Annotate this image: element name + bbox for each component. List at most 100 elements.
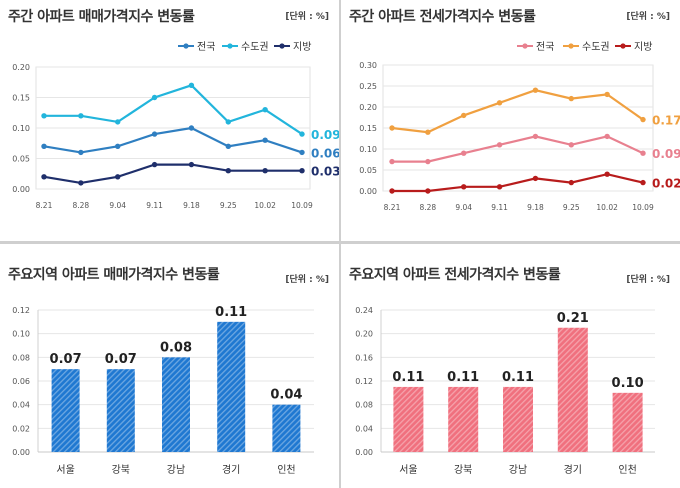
chart-title: 주요지역 아파트 매매가격지수 변동률	[8, 267, 220, 283]
data-point	[262, 168, 268, 174]
jeonse-region-chart: 0.24 0.20 0.16 0.12 0.08 0.04 0.00 0.11 서울 0.11 강북…	[355, 306, 655, 476]
series-line-수도권	[44, 84, 303, 136]
y-tick-label: 0.10	[359, 145, 377, 154]
bar-value-label: 0.07	[105, 352, 137, 367]
data-point	[188, 82, 195, 89]
data-point	[188, 161, 195, 168]
series-line-지방	[392, 173, 644, 193]
data-point	[299, 168, 305, 174]
x-tick-label: 서울	[399, 464, 417, 476]
series-line-지방	[43, 163, 302, 185]
sale-trend-panel: 주간 아파트 매매가격지수 변동률 [단위 : %] 0.20 0.15 0.10 0…	[0, 0, 339, 241]
data-point	[225, 168, 231, 174]
y-tick-label: 0.00	[12, 448, 30, 457]
data-point	[151, 131, 158, 137]
y-tick-label: 0.04	[12, 401, 30, 410]
x-tick-label: 서울	[56, 464, 74, 476]
data-point	[604, 171, 610, 177]
bar-value-label: 0.21	[557, 311, 589, 326]
y-tick-label: 0.25	[359, 82, 377, 91]
data-point	[496, 100, 503, 106]
vertical-divider	[339, 0, 341, 488]
y-tick-label: 0.10	[12, 124, 30, 133]
x-tick-label: 강북	[112, 464, 130, 476]
x-tick-label: 경기	[222, 463, 240, 476]
bar-value-label: 0.04	[270, 388, 302, 403]
legend-marker	[183, 43, 189, 49]
series-line-전국	[43, 126, 303, 154]
x-tick-label: 9.18	[527, 203, 544, 212]
data-point	[604, 133, 610, 140]
data-point	[41, 113, 47, 119]
unit-label: [단위 : %]	[285, 12, 329, 22]
y-tick-label: 0.05	[12, 155, 30, 164]
data-point	[225, 143, 231, 149]
data-point	[461, 184, 467, 190]
bar-서울	[51, 369, 80, 452]
y-tick-label: 0.24	[355, 306, 373, 315]
sale-region-panel: 주요지역 아파트 매매가격지수 변동률 [단위 : %] 0.12 0.10 0.0…	[0, 244, 339, 488]
bar-인천	[612, 392, 643, 452]
x-tick-label: 9.11	[146, 201, 163, 210]
end-value-label: 0.09	[652, 147, 680, 161]
jeonse-trend-chart: 0.30 0.25 0.20 0.15 0.10 0.05 0.00 8.21 8.28 9.04…	[359, 41, 680, 212]
y-tick-label: 0.04	[355, 424, 373, 433]
series-line-전국	[392, 135, 644, 163]
bar-인천	[272, 404, 301, 452]
y-tick-label: 0.15	[12, 94, 30, 103]
chart-title: 주간 아파트 매매가격지수 변동률	[8, 9, 195, 25]
x-tick-label: 10.09	[632, 203, 654, 212]
unit-label: [단위 : %]	[626, 12, 670, 22]
y-tick-label: 0.06	[12, 377, 30, 386]
unit-label: [단위 : %]	[626, 275, 670, 285]
bar-강북	[448, 386, 479, 452]
bar-경기	[217, 321, 246, 452]
unit-label: [단위 : %]	[285, 275, 329, 285]
bar-value-label: 0.10	[612, 376, 644, 391]
data-point	[425, 188, 431, 194]
bar-강남	[162, 357, 190, 452]
data-point	[640, 116, 646, 123]
y-tick-label: 0.08	[12, 353, 30, 362]
data-point	[496, 142, 503, 148]
data-point	[41, 143, 47, 149]
data-point	[640, 150, 646, 156]
data-point	[188, 125, 195, 131]
y-tick-label: 0.02	[12, 424, 30, 433]
x-tick-label: 강남	[509, 464, 527, 476]
data-point	[461, 112, 467, 119]
bar-value-label: 0.11	[215, 305, 247, 320]
x-tick-label: 강남	[167, 464, 185, 476]
end-value-label: 0.03	[311, 165, 339, 179]
x-tick-label: 8.28	[420, 203, 437, 212]
legend-marker	[279, 43, 285, 49]
data-point	[299, 149, 305, 156]
legend-marker	[620, 43, 626, 49]
x-tick-label: 10.09	[291, 201, 313, 210]
chart-title: 주요지역 아파트 전세가격지수 변동률	[349, 267, 561, 283]
jeonse-trend-panel: 주간 아파트 전세가격지수 변동률 [단위 : %] 0.30 0.25 0.20 0…	[341, 0, 680, 241]
end-value-label: 0.02	[652, 177, 680, 191]
data-point	[532, 87, 539, 93]
legend-label: 수도권	[582, 41, 610, 53]
bar-value-label: 0.11	[502, 370, 534, 385]
data-point	[389, 188, 395, 194]
x-tick-label: 9.04	[109, 201, 126, 210]
end-value-label: 0.17	[652, 114, 680, 128]
data-point	[568, 142, 574, 148]
data-point	[225, 119, 231, 125]
data-point	[151, 161, 158, 168]
y-tick-label: 0.00	[12, 185, 30, 194]
x-tick-label: 9.18	[183, 201, 200, 210]
x-tick-label: 8.21	[36, 201, 53, 210]
x-tick-label: 경기	[564, 463, 582, 476]
y-tick-label: 0.20	[12, 63, 30, 72]
x-tick-label: 9.04	[455, 203, 472, 212]
data-point	[115, 119, 121, 125]
data-point	[389, 158, 395, 165]
bar-value-label: 0.11	[392, 370, 424, 385]
data-point	[425, 158, 431, 165]
y-tick-label: 0.20	[359, 103, 377, 112]
x-tick-label: 인천	[618, 464, 636, 476]
y-tick-label: 0.05	[359, 166, 377, 175]
